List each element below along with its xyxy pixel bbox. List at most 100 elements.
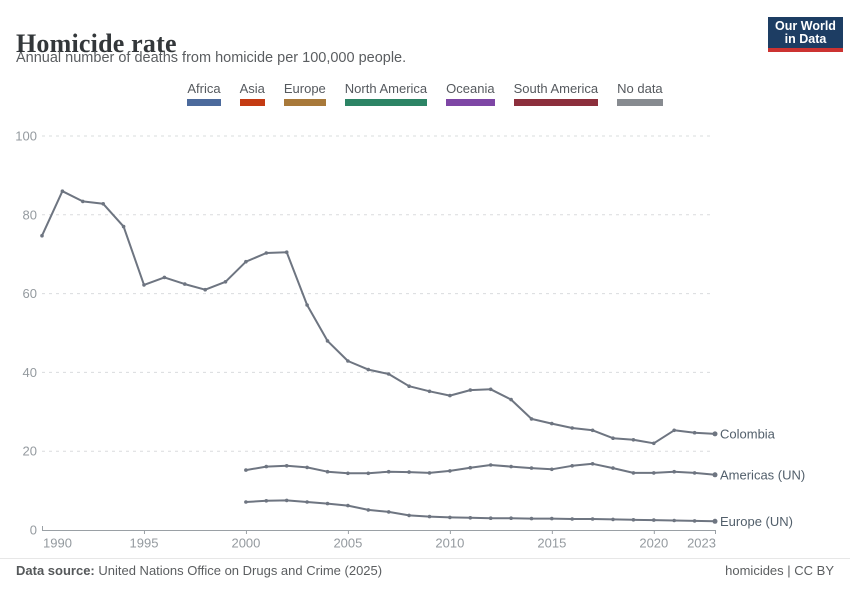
series-point-europe-un-2019 bbox=[631, 518, 636, 522]
x-tick-label-2015: 2015 bbox=[537, 536, 566, 551]
series-point-europe-un-2003 bbox=[305, 500, 309, 504]
data-source-note: Data source: United Nations Office on Dr… bbox=[16, 563, 382, 578]
series-line-europe-un[interactable] bbox=[244, 499, 716, 523]
owid-logo-line2: in Data bbox=[784, 32, 827, 46]
series-point-americas-un-2016 bbox=[570, 464, 574, 468]
legend-item-africa[interactable]: Africa bbox=[187, 81, 221, 106]
owid-logo[interactable]: Our World in Data bbox=[768, 17, 843, 52]
series-point-europe-un-2014 bbox=[529, 516, 534, 521]
series-point-colombia-2022 bbox=[692, 430, 697, 435]
series-point-colombia-2012 bbox=[488, 387, 493, 392]
series-point-americas-un-2022 bbox=[692, 471, 697, 475]
series-point-americas-un-2009 bbox=[427, 471, 432, 475]
series-point-europe-un-2006 bbox=[366, 508, 371, 512]
series-point-colombia-2021 bbox=[672, 428, 676, 433]
series-point-colombia-1997 bbox=[183, 282, 187, 286]
legend-label: North America bbox=[344, 81, 428, 96]
entity-label-europe-un[interactable]: Europe (UN) bbox=[720, 514, 793, 529]
footer-divider bbox=[0, 558, 850, 559]
legend-swatch bbox=[283, 99, 326, 106]
legend-label: No data bbox=[617, 81, 663, 96]
series-point-colombia-1996 bbox=[162, 275, 167, 280]
series-point-americas-un-2004 bbox=[325, 469, 330, 474]
legend-swatch bbox=[446, 99, 495, 106]
series-point-colombia-2006 bbox=[366, 367, 371, 372]
series-point-europe-un-2012 bbox=[488, 516, 493, 520]
series-point-americas-un-2015 bbox=[550, 467, 554, 472]
continent-legend: Africa Asia Europe North America Oceania Sout… bbox=[0, 81, 850, 106]
series-point-europe-un-2021 bbox=[672, 518, 676, 523]
series-point-colombia-2020 bbox=[652, 441, 656, 446]
series-point-colombia-2023 bbox=[712, 431, 718, 437]
series-point-europe-un-2022 bbox=[692, 519, 697, 523]
series-point-colombia-1999 bbox=[223, 280, 228, 284]
series-line-colombia[interactable] bbox=[41, 190, 716, 445]
series-point-colombia-2007 bbox=[386, 372, 391, 376]
series-point-colombia-1990 bbox=[40, 233, 44, 238]
series-point-colombia-2016 bbox=[570, 426, 574, 430]
series-point-colombia-2003 bbox=[305, 303, 309, 307]
series-point-americas-un-2019 bbox=[631, 471, 636, 475]
series-point-colombia-1998 bbox=[203, 287, 207, 292]
legend-item-south-america[interactable]: South America bbox=[513, 81, 599, 106]
series-point-europe-un-2020 bbox=[652, 518, 656, 522]
legend-swatch bbox=[239, 99, 265, 106]
series-point-americas-un-2013 bbox=[509, 464, 513, 469]
series-point-colombia-1993 bbox=[101, 202, 105, 206]
series-point-americas-un-2018 bbox=[611, 466, 615, 470]
legend-swatch bbox=[344, 99, 428, 106]
series-point-americas-un-2020 bbox=[652, 471, 656, 475]
series-point-americas-un-2008 bbox=[407, 470, 411, 474]
legend-label: Europe bbox=[283, 81, 326, 96]
series-point-colombia-2017 bbox=[590, 428, 595, 433]
legend-item-north-america[interactable]: North America bbox=[344, 81, 428, 106]
series-point-europe-un-2015 bbox=[550, 516, 554, 521]
legend-item-europe[interactable]: Europe bbox=[283, 81, 326, 106]
series-point-europe-un-2018 bbox=[611, 517, 615, 522]
series-point-colombia-2011 bbox=[468, 388, 473, 392]
data-source-text: United Nations Office on Drugs and Crime… bbox=[94, 563, 383, 578]
x-tick-label-2000: 2000 bbox=[231, 536, 260, 551]
series-point-colombia-1992 bbox=[81, 199, 85, 204]
entity-label-americas-un[interactable]: Americas (UN) bbox=[720, 467, 805, 482]
legend-item-oceania[interactable]: Oceania bbox=[446, 81, 495, 106]
series-point-colombia-1995 bbox=[142, 283, 146, 287]
series-point-colombia-2015 bbox=[550, 421, 554, 426]
series-point-colombia-2018 bbox=[611, 436, 615, 441]
series-point-europe-un-2002 bbox=[284, 498, 289, 503]
x-tick-label-2005: 2005 bbox=[333, 536, 362, 551]
series-line-americas-un[interactable] bbox=[244, 462, 716, 476]
series-point-europe-un-2007 bbox=[386, 510, 391, 514]
series-point-americas-un-2000 bbox=[244, 468, 248, 472]
y-tick-label-40: 40 bbox=[23, 365, 37, 380]
legend-label: Africa bbox=[187, 81, 221, 96]
y-tick-label-60: 60 bbox=[23, 286, 37, 301]
owid-logo-line1: Our World bbox=[775, 19, 836, 33]
entity-label-colombia[interactable]: Colombia bbox=[720, 426, 776, 441]
data-source-label: Data source: bbox=[16, 563, 95, 578]
series-point-europe-un-2016 bbox=[570, 517, 574, 521]
chart-subtitle: Annual number of deaths from homicide pe… bbox=[16, 50, 407, 66]
series-point-colombia-2002 bbox=[284, 250, 289, 254]
series-point-colombia-1994 bbox=[121, 224, 126, 229]
series-point-europe-un-2004 bbox=[325, 501, 330, 506]
legend-item-no-data[interactable]: No data bbox=[617, 81, 663, 106]
series-point-colombia-2008 bbox=[407, 384, 411, 389]
x-tick-label-2020: 2020 bbox=[639, 536, 668, 551]
series-point-colombia-2014 bbox=[529, 417, 534, 421]
series-point-americas-un-2014 bbox=[529, 466, 534, 470]
legend-label: Oceania bbox=[446, 81, 495, 96]
series-point-americas-un-2012 bbox=[488, 463, 493, 467]
y-tick-label-80: 80 bbox=[23, 207, 37, 222]
license-note[interactable]: homicides | CC BY bbox=[725, 563, 834, 578]
series-point-colombia-2005 bbox=[346, 359, 350, 363]
y-tick-label-0: 0 bbox=[30, 523, 37, 538]
series-point-europe-un-2005 bbox=[346, 503, 350, 508]
y-tick-label-20: 20 bbox=[23, 444, 37, 459]
legend-swatch bbox=[513, 99, 599, 106]
x-tick-label-2023: 2023 bbox=[687, 536, 716, 551]
series-point-europe-un-2000 bbox=[244, 500, 248, 504]
legend-item-asia[interactable]: Asia bbox=[239, 81, 265, 106]
series-point-colombia-2001 bbox=[264, 251, 269, 255]
